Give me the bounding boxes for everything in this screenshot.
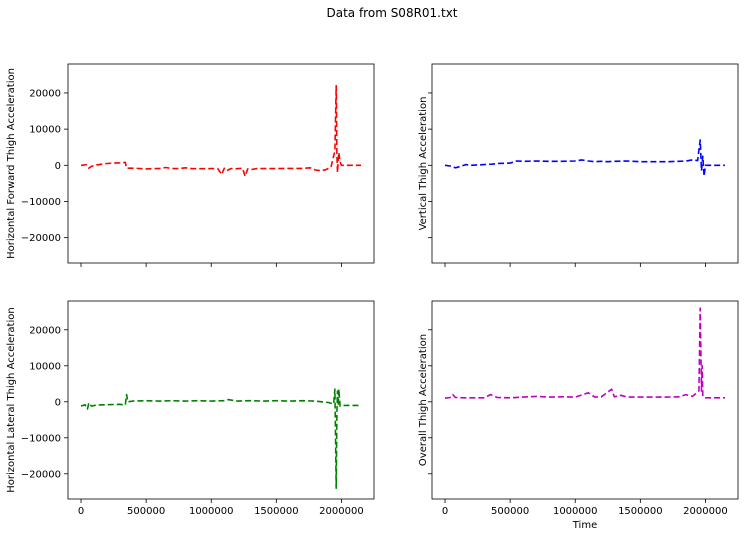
y-tick-label: −10000 [21,433,61,444]
x-tick-label: 0 [78,506,84,517]
data-series-line [80,84,361,177]
y-tick-label: −10000 [21,197,61,208]
x-tick-label: 500000 [127,506,165,517]
data-series-line [444,139,725,177]
subplot-4: 0 500000 1000000 1500000 2000000 Overall Thig… [418,300,739,531]
y-tick-label: 10000 [29,361,61,372]
y-tick-label: −20000 [21,469,61,480]
x-tick-label: 0 [442,506,448,517]
x-tick-label: 1500000 [254,506,299,517]
x-axis-label: Time [572,520,597,531]
x-tick-label: 1500000 [618,506,663,517]
axes-frame [431,63,739,264]
x-tick-label: 1000000 [553,506,598,517]
y-axis-label: Overall Thigh Acceleration [418,334,429,466]
axes-frame [67,63,375,264]
y-tick-label: 0 [55,161,61,172]
y-tick-label: 0 [55,397,61,408]
x-tick-label: 2000000 [683,506,728,517]
y-axis-label: Horizontal Forward Thigh Acceleration [6,68,17,259]
x-tick-label: 2000000 [319,506,364,517]
subplot-1: −20000 −10000 0 10000 20000 Horizontal Forwar… [6,63,375,267]
x-tick-label: 1000000 [189,506,234,517]
subplot-3: 0 500000 1000000 1500000 2000000 −20000 −10000… [6,300,375,517]
data-series-line [444,307,725,399]
y-tick-label: −20000 [21,233,61,244]
y-axis-label: Vertical Thigh Acceleration [418,97,429,231]
subplot-2: Vertical Thigh Acceleration [418,63,739,267]
axes-frame [431,300,739,500]
subplot-grid: −20000 −10000 0 10000 20000 Horizontal Forwar… [6,63,739,531]
y-tick-label: 10000 [29,125,61,136]
x-tick-label: 500000 [491,506,529,517]
axes-frame [67,300,375,500]
y-tick-label: 20000 [29,325,61,336]
y-axis-label: Horizontal Lateral Thigh Acceleration [6,307,17,492]
data-series-line [80,388,361,490]
y-tick-label: 20000 [29,88,61,99]
figure-title: Data from S08R01.txt [326,6,457,20]
